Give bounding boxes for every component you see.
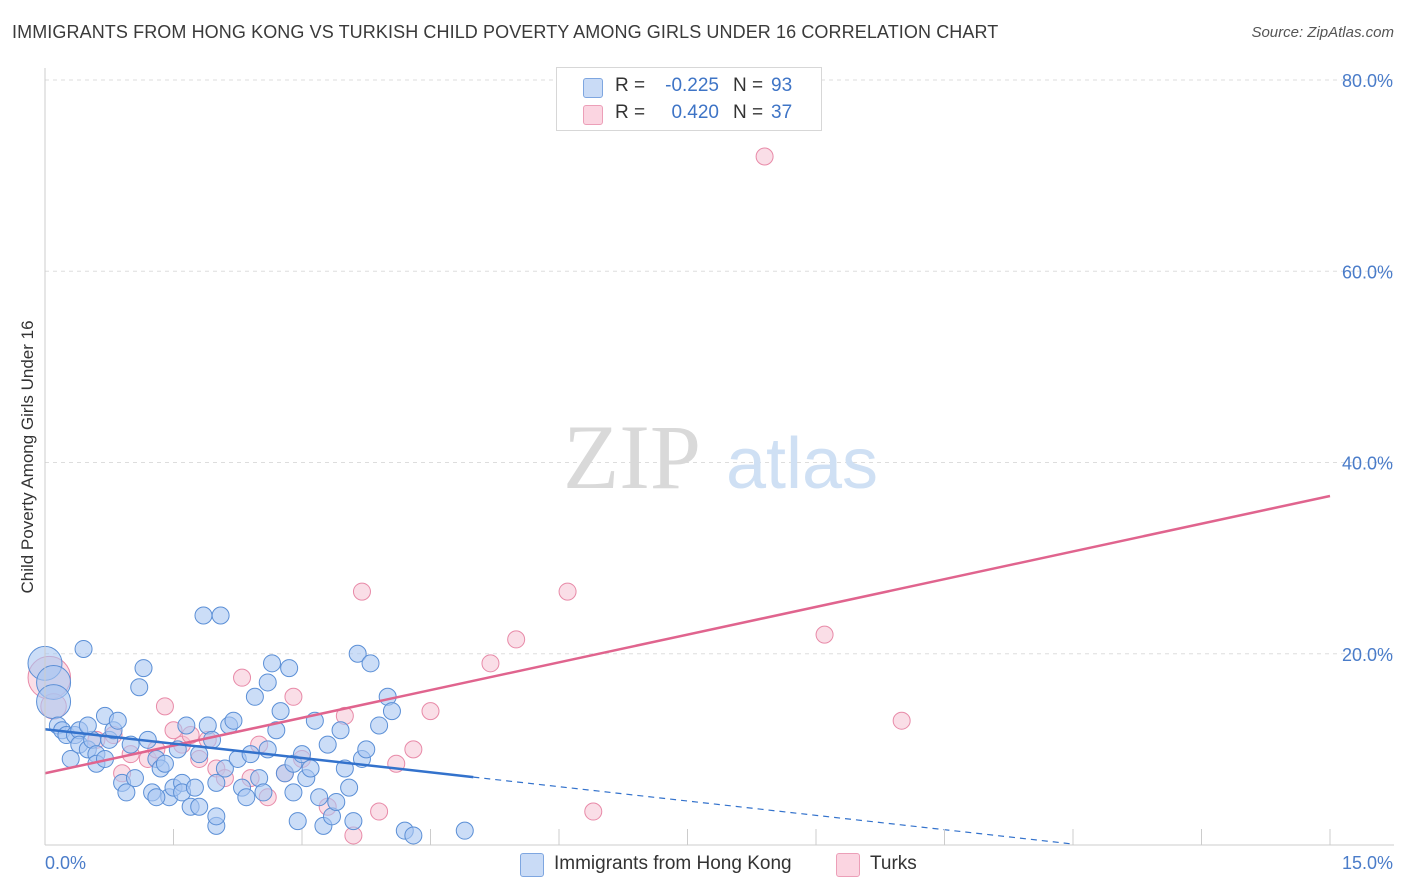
legend-r-label: R = [615, 75, 646, 96]
hong-kong-point [130, 678, 149, 697]
source-credit: Source: ZipAtlas.com [1251, 24, 1394, 41]
turks-point [155, 697, 174, 716]
hong-kong-point [215, 759, 234, 778]
turks-point [284, 687, 303, 706]
hong-kong-point [370, 716, 389, 735]
hong-kong-point [310, 788, 329, 807]
legend-swatch-blue [583, 78, 603, 98]
hong-kong-point [155, 754, 174, 773]
hong-kong-point [331, 721, 350, 740]
hong-kong-point [288, 812, 307, 831]
hong-kong-point [404, 826, 423, 845]
watermark: ZIP atlas [563, 406, 878, 508]
hong-kong-point [245, 687, 264, 706]
y-tick-label: 20.0% [1342, 645, 1393, 665]
hong-kong-point [125, 769, 144, 788]
hong-kong-point [284, 783, 303, 802]
legend-r-value: 0.420 [671, 102, 719, 123]
legend-swatch-pink [583, 105, 603, 125]
y-tick-label: 40.0% [1342, 454, 1393, 474]
hong-kong-point [207, 807, 226, 826]
hong-kong-trend-extension [473, 776, 1074, 845]
legend-n-value: 93 [771, 75, 793, 96]
axes: 20.0% 40.0% 60.0% 80.0% 0.0% 15.0% [44, 68, 1394, 873]
hong-kong-point [357, 740, 376, 759]
hong-kong-point [344, 812, 363, 831]
turks-point [507, 630, 526, 649]
hong-kong-point [74, 639, 93, 658]
hong-kong-point [203, 730, 222, 749]
trend-lines [44, 494, 1331, 845]
series-label: Immigrants from Hong Kong [554, 853, 792, 874]
hong-kong-point [382, 702, 401, 721]
hong-kong-point [134, 659, 153, 678]
series-swatch-pink [836, 853, 860, 877]
hong-kong-point [147, 788, 166, 807]
x-tick-label: 0.0% [45, 853, 86, 873]
hong-kong-point [361, 654, 380, 673]
hong-kong-point [224, 711, 243, 730]
chart-title: IMMIGRANTS FROM HONG KONG VS TURKISH CHI… [12, 22, 999, 42]
y-tick-label: 80.0% [1342, 71, 1393, 91]
hong-kong-point [190, 797, 209, 816]
hong-kong-trend-line [44, 728, 474, 779]
hong-kong-point [318, 735, 337, 754]
hong-kong-point [108, 711, 127, 730]
hong-kong-point [237, 788, 256, 807]
hong-kong-point [194, 606, 213, 625]
turks-point [558, 582, 577, 601]
watermark-zip: ZIP [563, 406, 701, 508]
hong-kong-point [207, 773, 226, 792]
hong-kong-point [263, 654, 282, 673]
hong-kong-point [455, 821, 474, 840]
x-tick-label: 15.0% [1342, 853, 1393, 873]
legend-r-value: -0.225 [665, 75, 719, 96]
hong-kong-point [280, 659, 299, 678]
turks-point [584, 802, 603, 821]
turks-point [815, 625, 834, 644]
hong-kong-point [254, 783, 273, 802]
hong-kong-point [258, 673, 277, 692]
y-axis-title: Child Poverty Among Girls Under 16 [18, 320, 37, 593]
hong-kong-points [27, 606, 474, 845]
correlation-legend: R = -0.225 N = 93 R = 0.420 N = 37 [556, 67, 822, 131]
hong-kong-point [78, 716, 97, 735]
hong-kong-point [267, 721, 286, 740]
turks-trend-line [44, 494, 1331, 775]
grid-lines [45, 79, 1394, 655]
hong-kong-point [271, 702, 290, 721]
hong-kong-point [211, 606, 230, 625]
hong-kong-point [117, 783, 136, 802]
hong-kong-point [177, 716, 196, 735]
legend-n-label: N = [733, 102, 764, 123]
hong-kong-point [185, 778, 204, 797]
legend-n-label: N = [733, 75, 764, 96]
hong-kong-point [340, 778, 359, 797]
hong-kong-point [36, 684, 72, 720]
turks-point [404, 740, 423, 759]
y-tick-label: 60.0% [1342, 262, 1393, 282]
turks-point [352, 582, 371, 601]
watermark-atlas: atlas [726, 424, 878, 504]
legend-r-label: R = [615, 102, 646, 123]
hong-kong-point [327, 792, 346, 811]
hong-kong-point [301, 759, 320, 778]
series-swatch-blue [520, 853, 544, 877]
hong-kong-point [348, 644, 367, 663]
turks-point [892, 711, 911, 730]
series-label: Turks [870, 853, 917, 874]
turks-point [481, 654, 500, 673]
legend-n-value: 37 [771, 102, 793, 123]
turks-point [233, 668, 252, 687]
turks-point [755, 147, 774, 166]
turks-point [370, 802, 389, 821]
turks-point [421, 702, 440, 721]
